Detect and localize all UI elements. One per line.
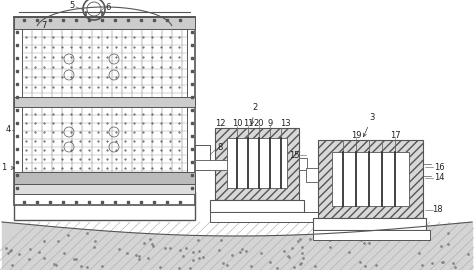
Text: 17: 17 xyxy=(390,131,401,140)
Bar xyxy=(14,17,195,29)
Text: 3: 3 xyxy=(363,113,374,137)
Bar xyxy=(14,192,195,220)
Text: 8: 8 xyxy=(217,143,223,153)
Text: 12: 12 xyxy=(215,120,225,129)
Text: 1: 1 xyxy=(1,164,14,173)
Bar xyxy=(195,160,230,170)
Bar xyxy=(210,212,344,222)
Bar xyxy=(313,230,430,240)
Text: 6: 6 xyxy=(105,2,111,12)
Text: 5: 5 xyxy=(69,1,74,9)
Text: 13: 13 xyxy=(280,120,290,129)
Bar xyxy=(332,152,409,206)
Bar xyxy=(14,172,195,184)
Bar xyxy=(22,29,187,97)
Bar xyxy=(306,168,318,182)
Bar xyxy=(215,128,299,200)
Bar xyxy=(14,17,195,205)
Text: 10: 10 xyxy=(232,120,242,129)
Text: 9: 9 xyxy=(267,120,273,129)
Bar xyxy=(195,145,210,170)
Text: 4: 4 xyxy=(5,126,10,134)
Bar xyxy=(14,184,195,194)
Text: 15: 15 xyxy=(289,150,299,160)
Text: 20: 20 xyxy=(254,120,264,129)
Text: 7: 7 xyxy=(41,22,46,31)
Bar xyxy=(14,97,195,107)
Bar xyxy=(318,140,423,218)
Text: 18: 18 xyxy=(432,205,442,214)
Bar xyxy=(313,218,426,230)
Text: 19: 19 xyxy=(351,131,361,140)
Bar xyxy=(299,158,307,170)
Text: 14: 14 xyxy=(434,174,444,183)
Text: 11: 11 xyxy=(243,120,253,129)
Text: 16: 16 xyxy=(434,163,444,171)
Bar xyxy=(22,107,187,172)
Text: 2: 2 xyxy=(251,103,258,124)
Bar xyxy=(210,200,304,212)
Bar xyxy=(227,138,287,188)
